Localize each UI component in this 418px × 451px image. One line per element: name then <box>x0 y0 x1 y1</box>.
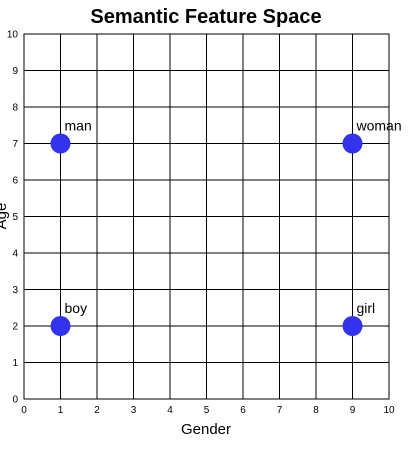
x-tick-label: 9 <box>350 405 356 416</box>
x-tick-label: 6 <box>240 405 246 416</box>
grid-layer <box>24 34 389 399</box>
data-point-woman <box>343 134 363 154</box>
x-tick-label: 4 <box>167 405 173 416</box>
point-layer: man woman boy girl <box>51 118 402 337</box>
x-tick-label: 0 <box>21 405 27 416</box>
point-label-girl: girl <box>357 300 376 316</box>
y-tick-label: 7 <box>12 139 18 150</box>
x-tick-label: 2 <box>94 405 100 416</box>
point-label-boy: boy <box>65 300 88 316</box>
chart-title: Semantic Feature Space <box>90 6 321 28</box>
y-tick-label: 1 <box>12 358 18 369</box>
data-point-girl <box>343 316 363 336</box>
y-tick-label: 9 <box>12 66 18 77</box>
x-tick-label: 10 <box>383 405 395 416</box>
x-tick-label: 8 <box>313 405 319 416</box>
data-point-man <box>51 134 71 154</box>
y-tick-label: 8 <box>12 103 18 114</box>
y-tick-label: 10 <box>7 30 19 41</box>
data-point-boy <box>51 316 71 336</box>
y-tick-label: 5 <box>12 212 18 223</box>
point-label-man: man <box>65 118 92 134</box>
x-tick-label: 1 <box>58 405 64 416</box>
y-tick-label: 0 <box>12 395 18 406</box>
y-tick-label: 4 <box>12 249 18 260</box>
y-tick-label: 2 <box>12 322 18 333</box>
point-label-woman: woman <box>356 118 402 134</box>
x-axis-label: Gender <box>181 421 231 438</box>
y-tick-label: 6 <box>12 176 18 187</box>
x-tick-label: 7 <box>277 405 283 416</box>
tick-layer: 0 1 2 3 4 5 6 7 8 9 10 0 1 2 3 4 5 6 7 8 9 10 <box>7 30 395 417</box>
x-tick-label: 3 <box>131 405 137 416</box>
y-axis-label: Age <box>0 203 10 230</box>
y-tick-label: 3 <box>12 285 18 296</box>
x-tick-label: 5 <box>204 405 210 416</box>
